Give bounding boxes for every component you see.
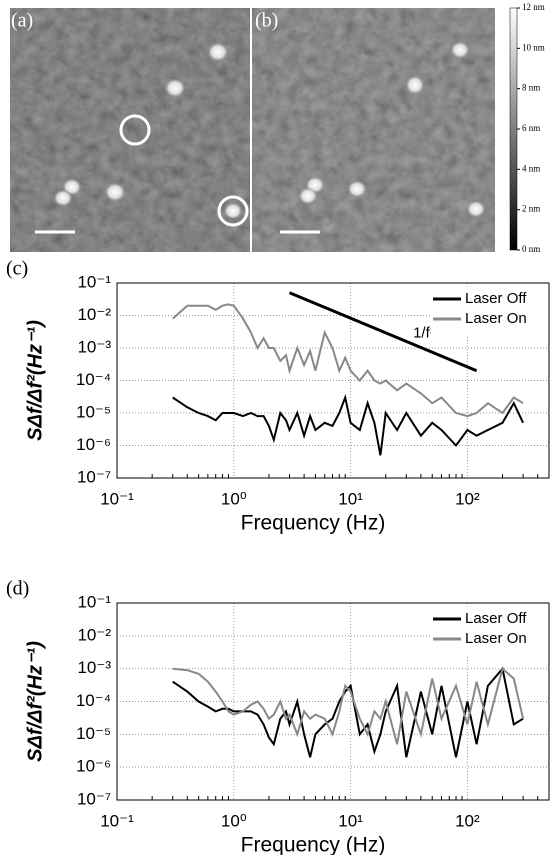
x-tick-label: 10⁰ bbox=[221, 811, 247, 830]
x-tick-label: 10¹ bbox=[338, 811, 363, 830]
legend-label: Laser Off bbox=[465, 610, 527, 627]
x-tick-label: 10² bbox=[455, 489, 480, 508]
colorbar-label: 10 nm bbox=[522, 42, 545, 52]
x-tick-label: 10⁰ bbox=[221, 489, 247, 508]
colorbar-label: 12 nm bbox=[522, 2, 545, 12]
panel-label: (d) bbox=[6, 578, 29, 600]
series-line bbox=[172, 303, 524, 418]
legend-box bbox=[430, 606, 548, 656]
y-tick-label: 10⁻¹ bbox=[77, 272, 111, 291]
y-tick-label: 10⁻⁶ bbox=[76, 757, 111, 776]
legend-box bbox=[430, 286, 548, 336]
colorbar-label: 6 nm bbox=[522, 123, 540, 133]
y-axis-label: SΔf/Δf²(Hz⁻¹) bbox=[24, 641, 46, 762]
colorbar-label: 0 nm bbox=[522, 244, 540, 254]
x-axis-label: Frequency (Hz) bbox=[241, 834, 386, 855]
colorbar-label: 8 nm bbox=[522, 83, 540, 93]
x-tick-label: 10⁻¹ bbox=[100, 811, 134, 830]
y-axis-label: SΔf/Δf²(Hz⁻¹) bbox=[24, 320, 46, 441]
legend-label: Laser On bbox=[465, 630, 527, 647]
afm-image-b bbox=[252, 8, 495, 252]
y-tick-label: 10⁻⁵ bbox=[76, 724, 111, 743]
series-line bbox=[172, 393, 525, 456]
x-tick-label: 10⁻¹ bbox=[100, 489, 134, 508]
y-tick-label: 10⁻⁶ bbox=[76, 435, 111, 454]
y-tick-label: 10⁻⁵ bbox=[76, 402, 111, 421]
plot-frame bbox=[116, 282, 550, 479]
afm-image-a bbox=[10, 8, 250, 252]
x-tick-label: 10² bbox=[455, 811, 480, 830]
series-line bbox=[172, 666, 525, 745]
y-tick-label: 10⁻⁷ bbox=[77, 467, 111, 486]
y-tick-label: 10⁻⁴ bbox=[76, 691, 111, 710]
colorbar-label: 4 nm bbox=[522, 163, 540, 173]
y-tick-label: 10⁻² bbox=[77, 305, 111, 324]
panel-label: (b) bbox=[255, 10, 278, 32]
y-tick-label: 10⁻³ bbox=[77, 658, 111, 677]
annotation-line bbox=[288, 291, 478, 373]
legend-label: Laser On bbox=[465, 310, 527, 327]
plot-frame bbox=[116, 602, 550, 801]
y-tick-label: 10⁻³ bbox=[77, 337, 111, 356]
x-axis-label: Frequency (Hz) bbox=[241, 512, 386, 535]
y-tick-label: 10⁻⁷ bbox=[77, 789, 111, 808]
x-tick-label: 10¹ bbox=[338, 489, 363, 508]
legend-label: Laser Off bbox=[465, 290, 527, 307]
panel-label: (a) bbox=[11, 10, 33, 32]
series-line bbox=[172, 666, 524, 758]
y-tick-label: 10⁻¹ bbox=[77, 592, 111, 611]
colorbar bbox=[509, 7, 518, 251]
annotation: 1/f² bbox=[413, 325, 435, 342]
y-tick-label: 10⁻⁴ bbox=[76, 370, 111, 389]
panel-label: (c) bbox=[6, 258, 28, 280]
colorbar-label: 2 nm bbox=[522, 204, 540, 214]
y-tick-label: 10⁻² bbox=[77, 625, 111, 644]
